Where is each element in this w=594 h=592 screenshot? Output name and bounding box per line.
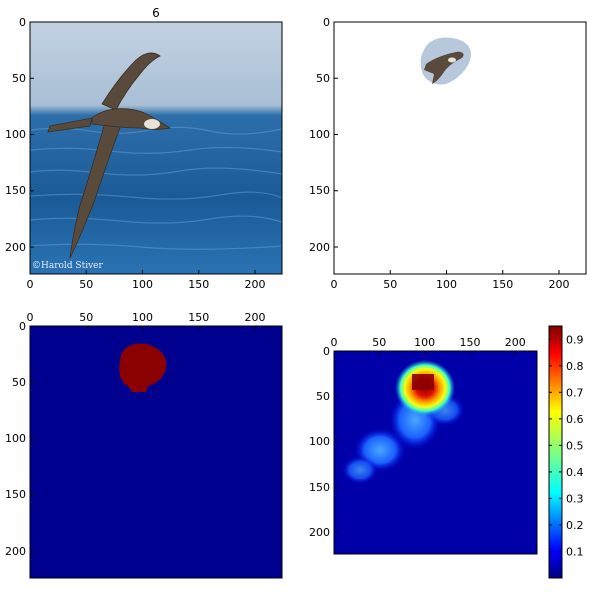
x-tick-label: 200 — [245, 278, 266, 291]
x-tick-label: 200 — [245, 311, 266, 324]
x-tick-label: 150 — [188, 278, 209, 291]
x-tick-label: 0 — [331, 336, 338, 349]
y-tick-label: 200 — [309, 526, 330, 539]
colorbar-tick-label: 0.6 — [566, 413, 584, 426]
y-tick-label: 150 — [5, 184, 26, 197]
y-tick-label: 100 — [309, 435, 330, 448]
y-axis-ticks: 0 50 100 150 200 — [5, 16, 34, 254]
x-tick-label: 50 — [372, 336, 386, 349]
panel-input-photo: 6 ©Harold Stiver 0 50 — [5, 6, 283, 291]
y-tick-label: 200 — [309, 241, 330, 254]
x-tick-label: 200 — [505, 336, 526, 349]
colorbar-tick-label: 0.7 — [566, 386, 584, 399]
colorbar-tick-label: 0.3 — [566, 492, 584, 505]
panel-saliency-map: 0 50 100 150 200 0 50 100 150 200 0.1 0.2… — [309, 325, 584, 579]
y-tick-label: 100 — [309, 128, 330, 141]
panel-masked-photo: 0 50 100 150 200 0 50 100 150 200 — [309, 16, 587, 291]
y-tick-label: 0 — [323, 16, 330, 29]
photo-watermark: ©Harold Stiver — [32, 261, 104, 271]
colorbar-tick-label: 0.8 — [566, 360, 584, 373]
colorbar-tick-label: 0.9 — [566, 333, 584, 346]
y-axis-ticks: 0 50 100 150 200 — [309, 345, 338, 539]
x-tick-label: 150 — [188, 311, 209, 324]
x-tick-label: 50 — [79, 278, 93, 291]
y-tick-label: 50 — [316, 72, 330, 85]
y-axis-ticks: 0 50 100 150 200 — [309, 16, 338, 254]
panel-title: 6 — [152, 6, 160, 20]
y-tick-label: 50 — [316, 390, 330, 403]
x-tick-label: 50 — [79, 311, 93, 324]
y-tick-label: 200 — [5, 545, 26, 558]
colorbar-tick-label: 0.5 — [566, 439, 584, 452]
y-tick-label: 100 — [5, 432, 26, 445]
x-tick-label: 100 — [436, 278, 457, 291]
x-tick-label: 150 — [492, 278, 513, 291]
y-tick-label: 100 — [5, 128, 26, 141]
x-axis-ticks: 0 50 100 150 200 — [27, 311, 266, 330]
colorbar-gradient — [548, 325, 563, 579]
mask-blob — [119, 343, 167, 392]
y-tick-label: 0 — [19, 16, 26, 29]
x-tick-label: 0 — [331, 278, 338, 291]
y-tick-label: 150 — [309, 481, 330, 494]
y-axis-ticks: 0 50 100 150 200 — [5, 320, 34, 558]
colorbar-tick-label: 0.4 — [566, 466, 584, 479]
colorbar: 0.1 0.2 0.3 0.4 0.5 0.6 0.7 0.8 0.9 — [548, 325, 584, 579]
y-tick-label: 150 — [5, 488, 26, 501]
y-tick-label: 150 — [309, 184, 330, 197]
y-tick-label: 50 — [12, 72, 26, 85]
photo-image — [30, 22, 282, 274]
x-tick-label: 100 — [132, 311, 153, 324]
saliency-heatmap — [334, 351, 537, 554]
x-tick-label: 200 — [549, 278, 570, 291]
colorbar-tick-label: 0.1 — [566, 545, 584, 558]
x-tick-label: 100 — [132, 278, 153, 291]
x-axis-ticks: 0 50 100 150 200 — [331, 336, 526, 355]
panel-binary-mask: 0 50 100 150 200 0 50 100 150 200 — [5, 311, 283, 579]
x-axis-ticks: 0 50 100 150 200 — [27, 270, 266, 291]
x-tick-label: 0 — [27, 278, 34, 291]
colorbar-tick-label: 0.2 — [566, 519, 584, 532]
x-tick-label: 50 — [383, 278, 397, 291]
colorbar-ticks: 0.1 0.2 0.3 0.4 0.5 0.6 0.7 0.8 0.9 — [549, 333, 584, 558]
y-tick-label: 50 — [12, 376, 26, 389]
y-tick-label: 200 — [5, 241, 26, 254]
x-tick-label: 100 — [414, 336, 435, 349]
x-tick-label: 150 — [460, 336, 481, 349]
masked-bird-region — [420, 37, 472, 85]
x-axis-ticks: 0 50 100 150 200 — [331, 270, 570, 291]
albatross-shape — [47, 52, 172, 259]
y-tick-label: 0 — [323, 345, 330, 358]
x-tick-label: 0 — [27, 311, 34, 324]
y-tick-label: 0 — [19, 320, 26, 333]
